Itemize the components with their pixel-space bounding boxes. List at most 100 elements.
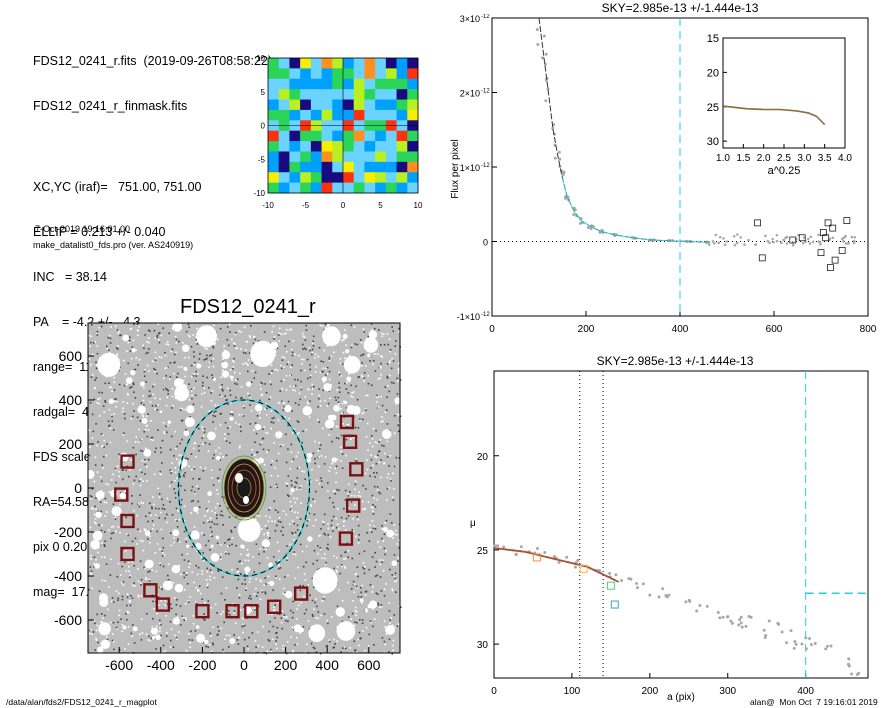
noise-pixel (258, 562, 261, 565)
noise-pixel (274, 529, 277, 532)
contour-cell (321, 141, 333, 152)
noise-pixel (305, 324, 308, 327)
noise-pixel (113, 389, 116, 391)
noise-pixel (95, 423, 97, 425)
noise-pixel (211, 374, 213, 376)
noise-pixel (309, 349, 311, 352)
noise-pixel (384, 411, 387, 414)
noise-pixel (319, 404, 322, 407)
noise-pixel (183, 619, 185, 621)
noise-pixel (125, 612, 127, 615)
contour-cell (343, 161, 355, 173)
noise-pixel (98, 326, 100, 329)
noise-pixel (224, 551, 227, 553)
noise-pixel (193, 466, 195, 469)
noise-pixel (209, 632, 212, 635)
noise-pixel (290, 479, 293, 482)
mu-point (493, 544, 497, 548)
noise-pixel (95, 364, 98, 366)
noise-pixel (100, 621, 102, 623)
masked-source (90, 539, 101, 550)
noise-pixel (317, 545, 319, 547)
noise-pixel (164, 650, 166, 652)
noise-pixel (140, 618, 143, 620)
noise-pixel (134, 585, 136, 587)
sky-outlier-square (838, 247, 846, 254)
mask-box (244, 604, 259, 619)
mu-point (762, 628, 766, 632)
noise-pixel (124, 561, 126, 563)
contour-cell (407, 130, 419, 142)
noise-pixel (248, 581, 251, 583)
noise-pixel (123, 384, 126, 387)
noise-pixel (343, 520, 346, 522)
noise-pixel (379, 438, 382, 441)
noise-pixel (103, 501, 106, 503)
noise-pixel (215, 410, 217, 413)
noise-pixel (226, 399, 228, 401)
noise-pixel (161, 550, 164, 553)
noise-pixel (232, 342, 235, 344)
noise-pixel (344, 557, 347, 560)
noise-pixel (99, 476, 102, 478)
noise-pixel (179, 469, 182, 471)
noise-pixel (271, 370, 273, 373)
noise-pixel (328, 497, 331, 499)
noise-pixel (152, 393, 155, 396)
noise-pixel (260, 580, 263, 583)
noise-pixel (275, 485, 277, 488)
mask-box (120, 454, 135, 469)
contour-cell (385, 182, 398, 194)
noise-pixel (299, 584, 301, 587)
noise-pixel (224, 599, 226, 601)
noise-pixel (227, 507, 229, 510)
noise-pixel (262, 546, 265, 548)
noise-pixel (218, 630, 220, 632)
noise-pixel (270, 650, 273, 652)
noise-pixel (388, 464, 390, 467)
noise-pixel (292, 538, 295, 541)
noise-pixel (235, 347, 237, 350)
masked-star (98, 622, 111, 636)
noise-pixel (112, 531, 115, 534)
contour-cell (321, 68, 333, 80)
noise-pixel (167, 393, 169, 395)
noise-pixel (210, 354, 213, 356)
noise-pixel (127, 362, 129, 365)
noise-pixel (147, 639, 149, 641)
noise-pixel (140, 539, 142, 542)
isophote (223, 457, 265, 519)
noise-pixel (363, 411, 365, 414)
noise-pixel (169, 646, 172, 648)
noise-pixel (319, 534, 321, 537)
noise-pixel (180, 407, 183, 410)
noise-pixel (190, 512, 192, 514)
noise-pixel (159, 398, 161, 400)
sky-xtick-label: 600 (766, 324, 783, 335)
noise-pixel (239, 609, 242, 611)
contour-cell (310, 172, 323, 184)
noise-pixel (136, 323, 139, 325)
noise-pixel (364, 591, 367, 593)
noise-pixel (178, 340, 180, 343)
noise-pixel (179, 573, 182, 576)
sky-point (561, 173, 565, 177)
noise-pixel (360, 374, 363, 377)
noise-pixel (96, 613, 98, 616)
noise-pixel (348, 490, 351, 493)
noise-pixel (198, 449, 200, 452)
noise-pixel (163, 554, 166, 556)
noise-pixel (277, 452, 280, 455)
noise-pixel (201, 393, 203, 395)
contour-cell (332, 68, 344, 80)
noise-pixel (225, 399, 228, 402)
mu-marker-square (532, 553, 541, 562)
noise-pixel (90, 376, 93, 378)
noise-pixel (347, 507, 350, 509)
noise-pixel (259, 547, 262, 550)
mu-point (809, 643, 813, 647)
noise-pixel (201, 569, 204, 572)
noise-pixel (144, 428, 147, 431)
noise-pixel (334, 467, 337, 470)
noise-pixel (361, 362, 363, 364)
